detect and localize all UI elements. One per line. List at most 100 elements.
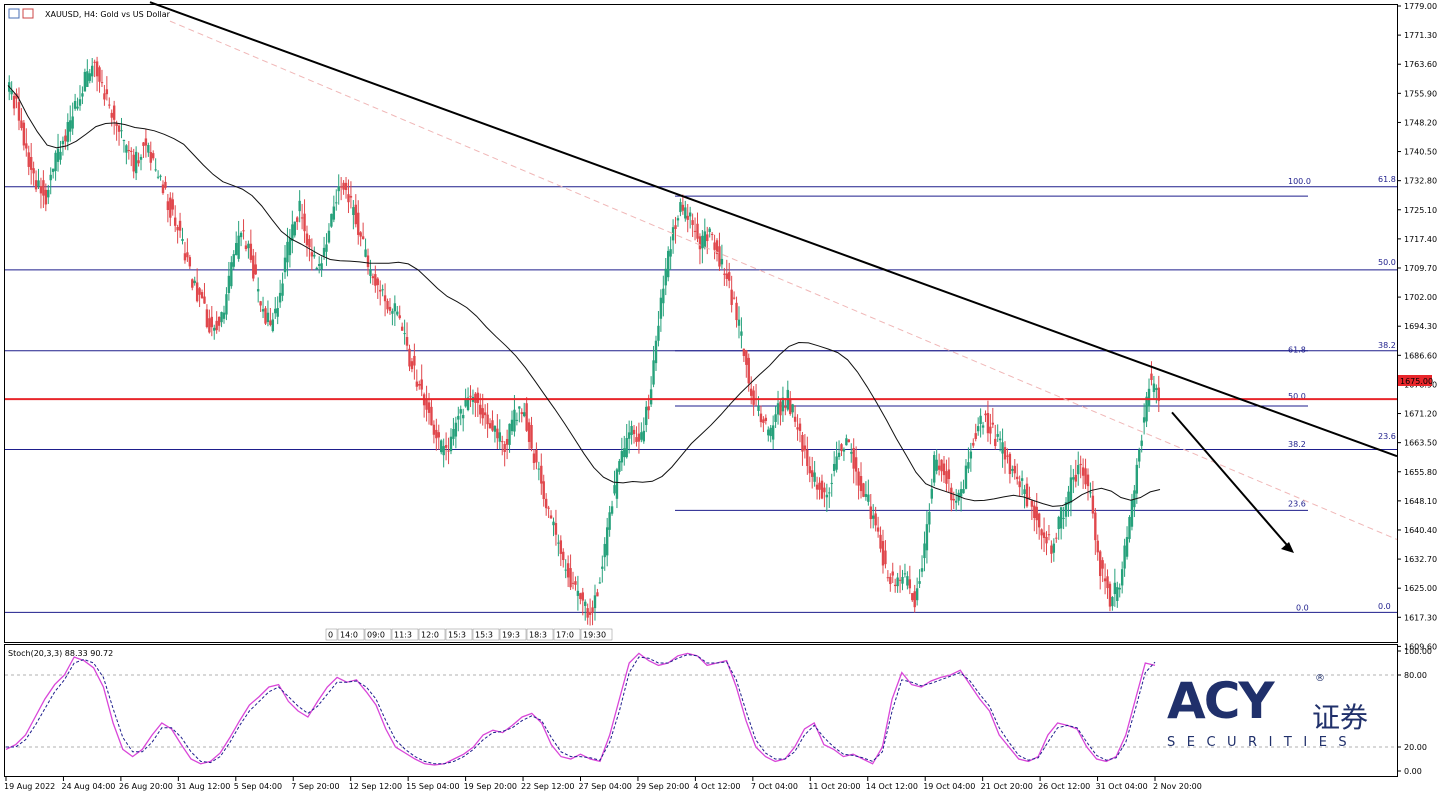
candle-body	[742, 348, 746, 356]
arrow-head	[1281, 542, 1294, 554]
candle-body	[1106, 576, 1109, 589]
candle-body	[1069, 477, 1073, 503]
candle-body	[1116, 587, 1119, 601]
session-label: 09:0	[367, 631, 385, 640]
candle-body	[330, 213, 333, 227]
candle-body	[357, 212, 360, 235]
candle-body	[752, 390, 755, 405]
candle-body	[847, 439, 851, 443]
candle-body	[959, 489, 963, 497]
candle-body	[798, 423, 802, 431]
session-box	[553, 628, 581, 641]
candle-body	[618, 461, 621, 472]
candle-body	[115, 123, 118, 126]
price-axis: 1779.00 1771.30 1763.60 1755.90 1748.20 1740.…	[1397, 2, 1437, 651]
candle-body	[491, 420, 494, 431]
candle-body	[408, 348, 411, 367]
candle-body	[396, 311, 399, 315]
candle-body	[100, 82, 104, 84]
candle-body	[81, 93, 84, 97]
candle-body	[413, 355, 416, 366]
candle-body	[64, 135, 67, 142]
candle-body	[696, 223, 699, 239]
candle-body	[91, 65, 94, 77]
candle-body	[608, 512, 611, 530]
candle-body	[1037, 513, 1041, 528]
candle-body	[771, 425, 775, 440]
candle-body	[832, 463, 836, 472]
fibonacci-levels: 100.0 61.8 50.0 38.2 23.6 0.0 61.8 50.0 38.2 23.6…	[5, 175, 1397, 613]
candle-body	[620, 451, 624, 463]
candle-body	[125, 145, 128, 153]
candle-body	[300, 217, 304, 219]
candle-body	[774, 414, 777, 422]
candle-body	[452, 428, 455, 439]
candle-body	[823, 487, 826, 493]
candle-body	[828, 492, 831, 494]
candle-body	[881, 541, 885, 566]
candle-body	[915, 588, 919, 601]
price-tick-label: 1763.60	[1404, 60, 1437, 69]
candle-body	[872, 515, 875, 519]
candle-body	[208, 318, 211, 333]
price-tick-label: 1632.70	[1404, 555, 1437, 564]
candle-body	[225, 294, 228, 315]
candle-body	[891, 571, 894, 576]
chart-icon-2	[22, 8, 34, 19]
candle-body	[745, 350, 748, 365]
candle-body	[1140, 440, 1143, 446]
candle-body	[728, 272, 731, 281]
candle-body	[217, 316, 221, 326]
candle-body	[486, 414, 489, 425]
candle-body	[903, 573, 907, 575]
candle-body	[725, 273, 728, 279]
candle-body	[347, 194, 350, 203]
session-label: 19:30	[583, 631, 606, 640]
candle-body	[232, 254, 235, 267]
candle-body	[566, 563, 570, 578]
candle-body	[893, 584, 897, 587]
candle-body	[156, 176, 160, 178]
candle-body	[1118, 587, 1121, 590]
logo-chinese: 证券	[1312, 701, 1369, 734]
candle-body	[110, 112, 113, 118]
candle-body	[864, 494, 868, 497]
candle-body	[623, 448, 626, 458]
candle-body	[464, 398, 467, 407]
candle-body	[169, 197, 172, 218]
candle-body	[103, 93, 106, 100]
time-tick-label: 29 Sep 20:00	[636, 782, 689, 791]
candle-body	[59, 151, 62, 160]
candle-body	[98, 67, 101, 82]
candle-body	[342, 182, 345, 190]
candle-body	[400, 326, 404, 331]
candle-body	[1018, 481, 1021, 488]
candle-body	[161, 184, 165, 194]
candle-body	[1045, 536, 1048, 544]
candle-body	[710, 233, 714, 235]
candle-body	[369, 269, 372, 276]
candle-body	[49, 174, 52, 181]
candle-body	[1101, 560, 1104, 569]
candle-body	[296, 217, 299, 222]
candle-body	[679, 202, 682, 213]
candle-body	[835, 456, 838, 470]
candle-body	[147, 145, 150, 153]
candle-body	[737, 319, 741, 326]
candle-body	[22, 122, 26, 146]
candlesticks	[8, 56, 1160, 626]
candle-body	[239, 232, 243, 238]
candle-body	[842, 449, 846, 452]
candle-body	[613, 485, 616, 494]
candle-body	[56, 148, 60, 162]
candle-body	[449, 436, 453, 452]
candle-body	[10, 90, 13, 95]
candle-body	[544, 498, 548, 509]
session-label: 18:3	[529, 631, 547, 640]
candle-body	[1011, 469, 1014, 471]
candle-body	[967, 462, 970, 469]
candle-body	[850, 452, 853, 454]
candle-body	[137, 160, 140, 164]
time-tick-label: 19 Sep 20:00	[464, 782, 517, 791]
